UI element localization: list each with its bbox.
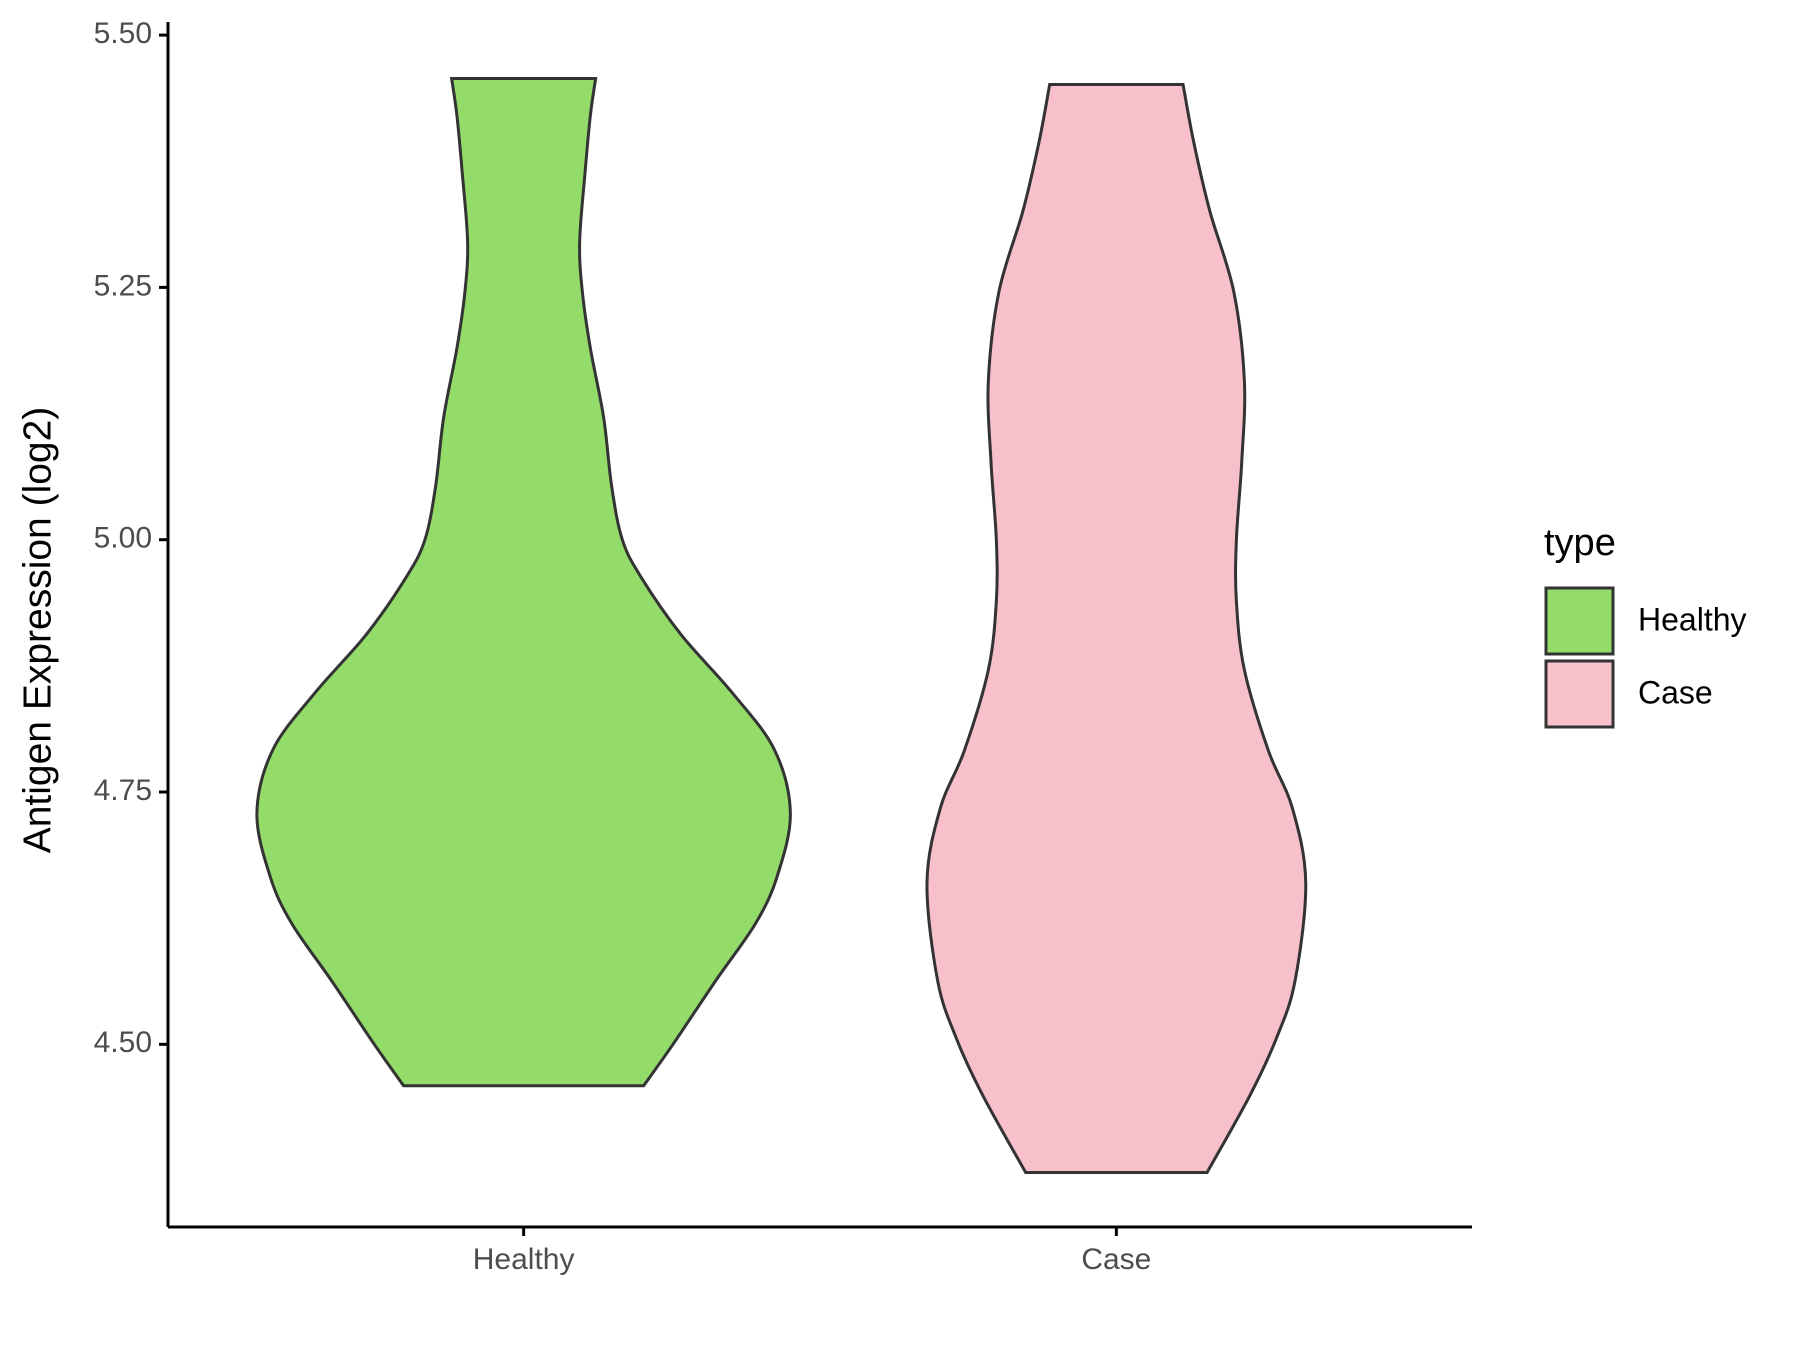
violin: [925, 83, 1308, 1174]
legend-title: type: [1544, 522, 1616, 564]
violin: [255, 76, 792, 1088]
x-tick-label: Healthy: [473, 1243, 575, 1276]
y-tick-label: 5.50: [94, 17, 152, 50]
y-tick-label: 5.00: [94, 522, 152, 555]
y-tick-label: 4.50: [94, 1026, 152, 1059]
y-tick-label: 5.25: [94, 269, 152, 302]
legend-key: [1544, 659, 1615, 729]
y-axis-title: Antigen Expression (log2): [16, 407, 59, 854]
legend-label: Case: [1638, 674, 1713, 710]
x-tick-label: Case: [1081, 1243, 1151, 1276]
legend-key: [1544, 586, 1615, 656]
y-tick-label: 4.75: [94, 774, 152, 807]
legend-label: Healthy: [1638, 601, 1747, 637]
